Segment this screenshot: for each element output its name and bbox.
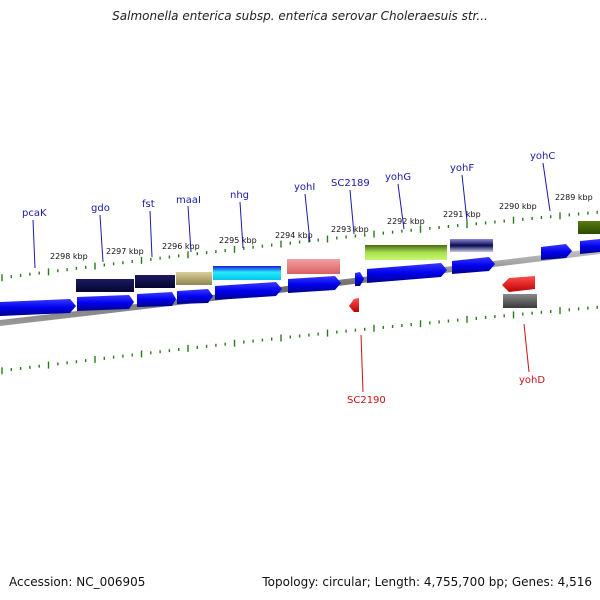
gene-label-nhg[interactable]: nhg bbox=[230, 190, 249, 201]
accession-text: Accession: NC_006905 bbox=[9, 575, 146, 589]
gene-label-pcaK[interactable]: pcaK bbox=[22, 208, 47, 219]
feature-yohG[interactable] bbox=[365, 245, 447, 260]
kbp-label-2291: 2291 kbp bbox=[443, 210, 481, 219]
gene-label-yohI[interactable]: yohI bbox=[294, 182, 315, 193]
gene-label-SC2190[interactable]: SC2190 bbox=[347, 395, 386, 406]
upper-feature-track bbox=[76, 221, 600, 292]
upper-label-connectors bbox=[32, 162, 551, 269]
kbp-label-2290: 2290 kbp bbox=[499, 202, 537, 211]
gene-label-gdo[interactable]: gdo bbox=[91, 203, 110, 214]
gene-label-yohD[interactable]: yohD bbox=[519, 375, 545, 386]
feature-yohD[interactable] bbox=[503, 294, 537, 308]
gene-arrow-edge[interactable] bbox=[580, 239, 600, 254]
gene-arrow-fst[interactable] bbox=[137, 292, 176, 307]
kbp-label-2292: 2292 kbp bbox=[387, 217, 425, 226]
gene-arrow-gdo[interactable] bbox=[77, 295, 134, 311]
kbp-label-2295: 2295 kbp bbox=[219, 236, 257, 245]
gene-arrow-nhg[interactable] bbox=[215, 282, 282, 300]
feature-yohI[interactable] bbox=[287, 259, 340, 274]
lower-scale-ticks bbox=[1, 305, 598, 375]
gene-label-maaI[interactable]: maaI bbox=[176, 195, 201, 206]
gene-arrow-yohC[interactable] bbox=[541, 244, 572, 260]
kbp-label-2296: 2296 kbp bbox=[162, 242, 200, 251]
gene-arrow-yohF[interactable] bbox=[452, 257, 495, 274]
gene-arrow-maaI[interactable] bbox=[177, 289, 213, 304]
lower-gene-arrows bbox=[349, 276, 537, 312]
genome-summary-text: Topology: circular; Length: 4,755,700 bp… bbox=[262, 575, 592, 589]
lower-label-connectors bbox=[360, 323, 530, 393]
upper-gene-arrows bbox=[0, 239, 600, 316]
feature-yohF[interactable] bbox=[450, 239, 493, 252]
gene-arrow-SC2190[interactable] bbox=[349, 298, 359, 312]
gene-arrow-yohI[interactable] bbox=[288, 276, 341, 293]
feature-fst[interactable] bbox=[135, 275, 175, 288]
upper-scale-ticks bbox=[1, 210, 598, 282]
gene-label-yohF[interactable]: yohF bbox=[450, 163, 474, 174]
feature-gdo[interactable] bbox=[76, 279, 134, 292]
kbp-label-2298: 2298 kbp bbox=[50, 252, 88, 261]
gene-label-yohG[interactable]: yohG bbox=[385, 172, 411, 183]
gene-arrow-pcaK[interactable] bbox=[0, 299, 76, 316]
feature-maaI[interactable] bbox=[176, 272, 212, 285]
gene-label-SC2189[interactable]: SC2189 bbox=[331, 178, 370, 189]
feature-nhg[interactable] bbox=[213, 266, 281, 280]
kbp-label-2297: 2297 kbp bbox=[106, 247, 144, 256]
map-title: Salmonella enterica subsp. enterica sero… bbox=[112, 9, 488, 23]
kbp-label-2294: 2294 kbp bbox=[275, 231, 313, 240]
kbp-label-2289: 2289 kbp bbox=[555, 193, 593, 202]
gene-arrow-SC2189[interactable] bbox=[355, 272, 364, 286]
kbp-label-2293: 2293 kbp bbox=[331, 225, 369, 234]
gene-arrow-yohG[interactable] bbox=[367, 263, 447, 283]
gene-label-fst[interactable]: fst bbox=[142, 199, 155, 210]
gene-label-yohC[interactable]: yohC bbox=[530, 151, 555, 162]
gene-arrow-yohD[interactable] bbox=[502, 276, 535, 292]
feature-yohC-edge[interactable] bbox=[578, 221, 600, 234]
